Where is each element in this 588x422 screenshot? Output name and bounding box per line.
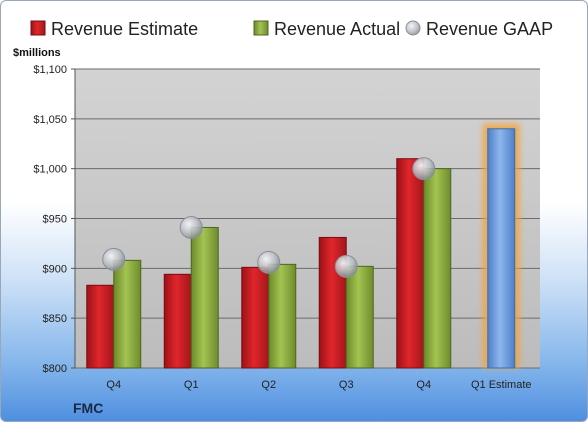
x-tick-label: Q4 [106,379,121,391]
legend-label: Revenue GAAP [426,19,553,39]
bar-revenue-actual [113,259,142,369]
bars [86,123,520,369]
bar-revenue-actual [268,263,297,369]
marker-revenue-gaap [334,254,358,278]
legend: Revenue Estimate Revenue Actual Revenue GA… [30,19,553,39]
legend-label: Revenue Actual [274,19,400,39]
unit-label: $millions [13,47,61,59]
x-tick-label: Q1 Estimate [471,379,532,391]
bar-forecast [487,128,516,369]
legend-label: Revenue Estimate [51,19,198,39]
bar-revenue-estimate [396,158,425,369]
company-label: FMC [73,400,103,416]
y-tick-label: $800 [43,363,67,375]
bar-revenue-actual [190,226,219,369]
y-axis: $800 $850 $900 $950 $1,000 $1,050 $1,100 [33,64,76,375]
gaap-markers [102,157,436,278]
bar-revenue-estimate [163,273,192,369]
marker-revenue-gaap [412,157,436,181]
legend-swatch-revenue-gaap [405,20,421,36]
bar-revenue-estimate [86,284,115,369]
y-tick-label: $1,100 [33,64,67,76]
y-tick-label: $850 [43,313,67,325]
legend-swatch-revenue-actual [253,20,269,36]
marker-revenue-gaap [102,247,126,271]
x-tick-label: Q4 [416,379,431,391]
bar-revenue-actual [423,168,452,369]
y-tick-label: $1,050 [33,114,67,126]
y-tick-label: $900 [43,263,67,275]
x-tick-label: Q1 [184,379,199,391]
gridlines [75,68,540,369]
x-tick-label: Q3 [339,379,354,391]
bar-revenue-actual [345,265,374,369]
y-tick-label: $1,000 [33,164,67,176]
x-axis: Q4 Q1 Q2 Q3 Q4 Q1 Estimate [106,379,531,391]
legend-swatch-revenue-estimate [30,20,46,36]
marker-revenue-gaap [179,215,203,239]
marker-revenue-gaap [257,250,281,274]
bar-revenue-estimate [241,266,270,369]
y-tick-label: $950 [43,214,67,226]
x-tick-label: Q2 [261,379,276,391]
